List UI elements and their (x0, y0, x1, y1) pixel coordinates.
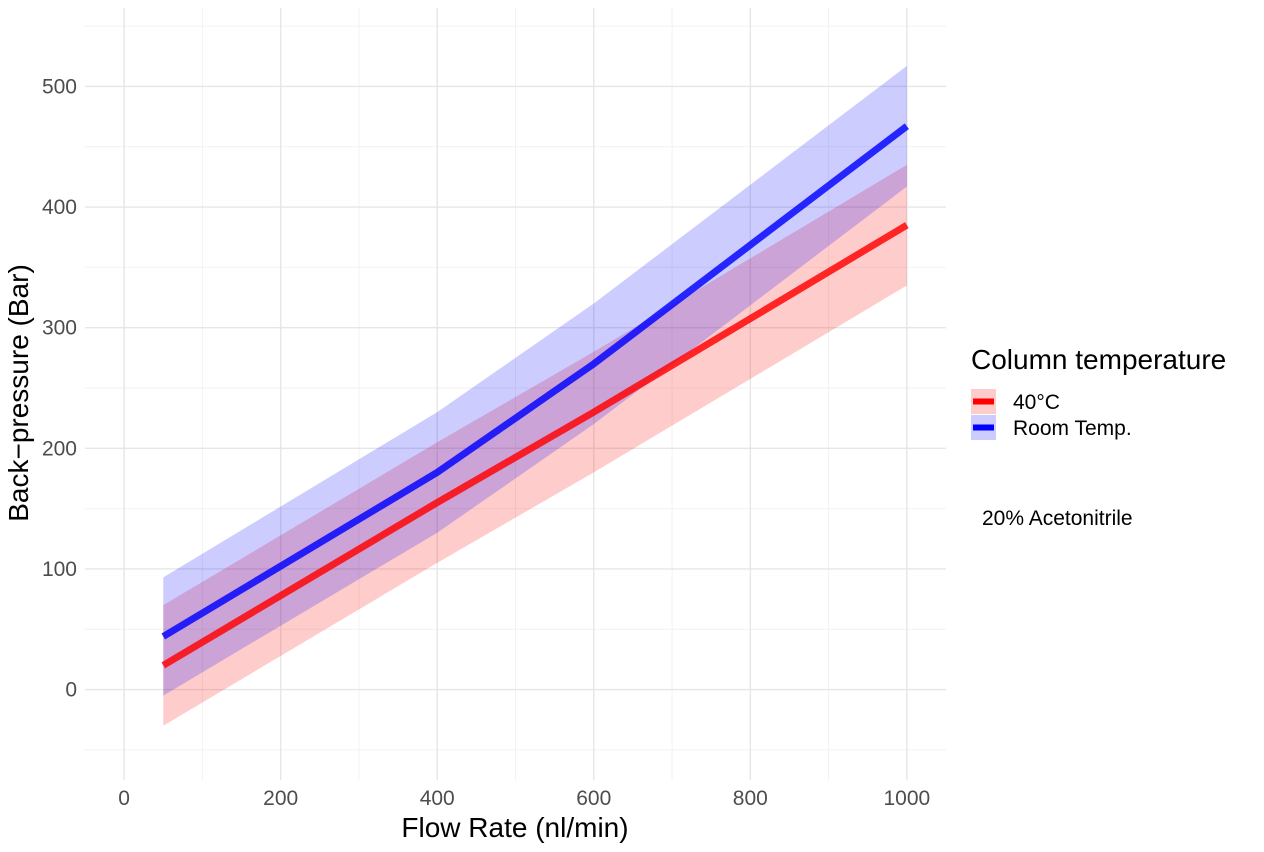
y-axis-ticks: 0 100 200 300 400 500 (42, 75, 77, 701)
legend-item-40-c: 40°C (971, 389, 1060, 414)
legend: Column temperature 40°C Room Temp. (971, 344, 1226, 440)
line-40-c (161, 222, 909, 669)
legend-items: 40°C Room Temp. (971, 389, 1132, 440)
x-tick-label: 800 (733, 787, 768, 810)
y-tick-label: 200 (42, 437, 77, 460)
x-axis-title: Flow Rate (nl/min) (401, 812, 628, 843)
y-tick-label: 400 (42, 196, 77, 219)
x-tick-label: 600 (576, 787, 611, 810)
line-room-temp (161, 123, 909, 640)
legend-title: Column temperature (971, 344, 1226, 375)
confidence-ribbons (163, 65, 907, 726)
y-tick-label: 100 (42, 558, 77, 581)
series-lines (161, 123, 909, 669)
legend-label: Room Temp. (1013, 417, 1132, 440)
annotation-acetonitrile: 20% Acetonitrile (982, 507, 1133, 530)
y-tick-label: 300 (42, 317, 77, 340)
x-tick-label: 0 (118, 787, 130, 810)
legend-label: 40°C (1013, 391, 1060, 414)
ribbon-room-temp (163, 65, 907, 696)
legend-item-room-temp: Room Temp. (971, 415, 1132, 440)
x-tick-label: 400 (420, 787, 455, 810)
x-axis-ticks: 0 200 400 600 800 1000 (118, 787, 930, 810)
y-axis-title: Back−pressure (Bar) (3, 264, 34, 522)
x-tick-label: 200 (263, 787, 298, 810)
y-tick-label: 500 (42, 75, 77, 98)
y-tick-label: 0 (65, 679, 77, 702)
x-tick-label: 1000 (884, 787, 931, 810)
